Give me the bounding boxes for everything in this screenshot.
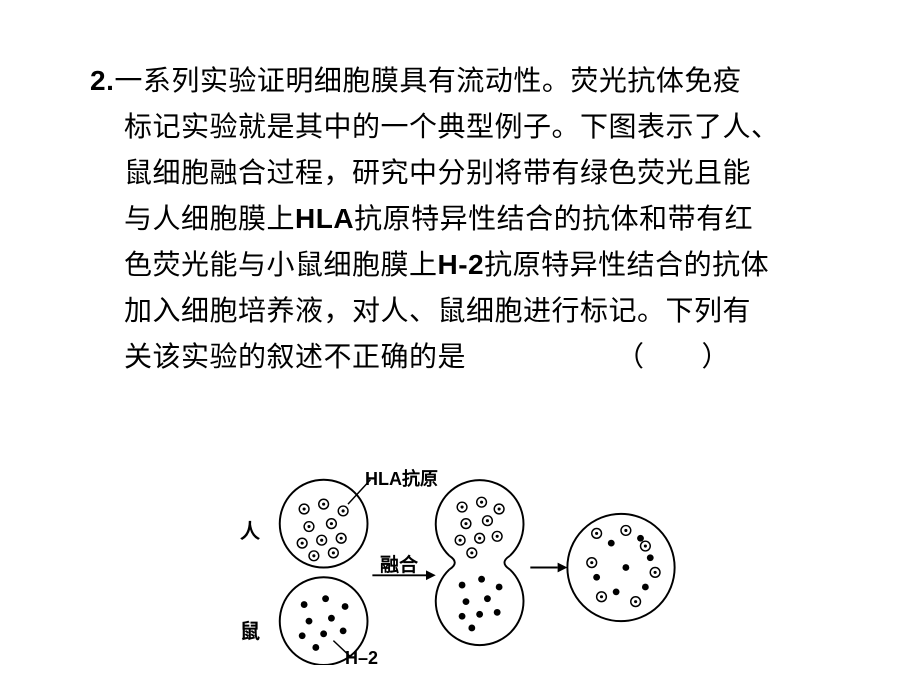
mouse-dots — [299, 595, 349, 651]
line3: 鼠细胞融合过程，研究中分别将带有绿色荧光且能 — [124, 157, 751, 188]
line7-pre: 关该实验的叙述不正确的是 — [124, 341, 466, 372]
fused-top-dots — [455, 497, 504, 557]
h2-text: H-2 — [438, 249, 485, 280]
hla-text: HLA — [295, 203, 354, 234]
line5-pre: 色荧光能与小鼠细胞膜上 — [124, 249, 438, 280]
diagram-svg — [250, 470, 680, 665]
hla-antigen-label: HLA抗原 — [365, 465, 438, 491]
question-number: 2. — [90, 65, 114, 96]
mouse-label: 鼠 — [240, 615, 260, 644]
line2: 标记实验就是其中的一个典型例子。下图表示了人、 — [124, 111, 780, 142]
human-dots — [297, 499, 348, 560]
question-text: 2.一系列实验证明细胞膜具有流动性。荧光抗体免疫 标记实验就是其中的一个典型例子… — [90, 58, 840, 381]
human-label: 人 — [240, 515, 260, 544]
line4-pre: 与人细胞膜上 — [124, 203, 295, 234]
line6: 加入细胞培养液，对人、鼠细胞进行标记。下列有 — [124, 295, 751, 326]
line1: 一系列实验证明细胞膜具有流动性。荧光抗体免疫 — [114, 65, 741, 96]
h2-label: H–2 — [345, 648, 378, 669]
fused-bot-dots — [459, 576, 503, 632]
fusion-diagram: HLA抗原 人 鼠 融合 H–2 — [250, 470, 680, 665]
result-arrow — [530, 563, 567, 573]
line5-post: 抗原特异性结合的抗体 — [484, 249, 769, 280]
page: 2.一系列实验证明细胞膜具有流动性。荧光抗体免疫 标记实验就是其中的一个典型例子… — [0, 0, 920, 690]
human-cell — [280, 480, 368, 568]
line4-post: 抗原特异性结合的抗体和带有红 — [354, 203, 753, 234]
fusion-label: 融合 — [380, 550, 418, 577]
answer-paren: （ ） — [616, 342, 730, 373]
